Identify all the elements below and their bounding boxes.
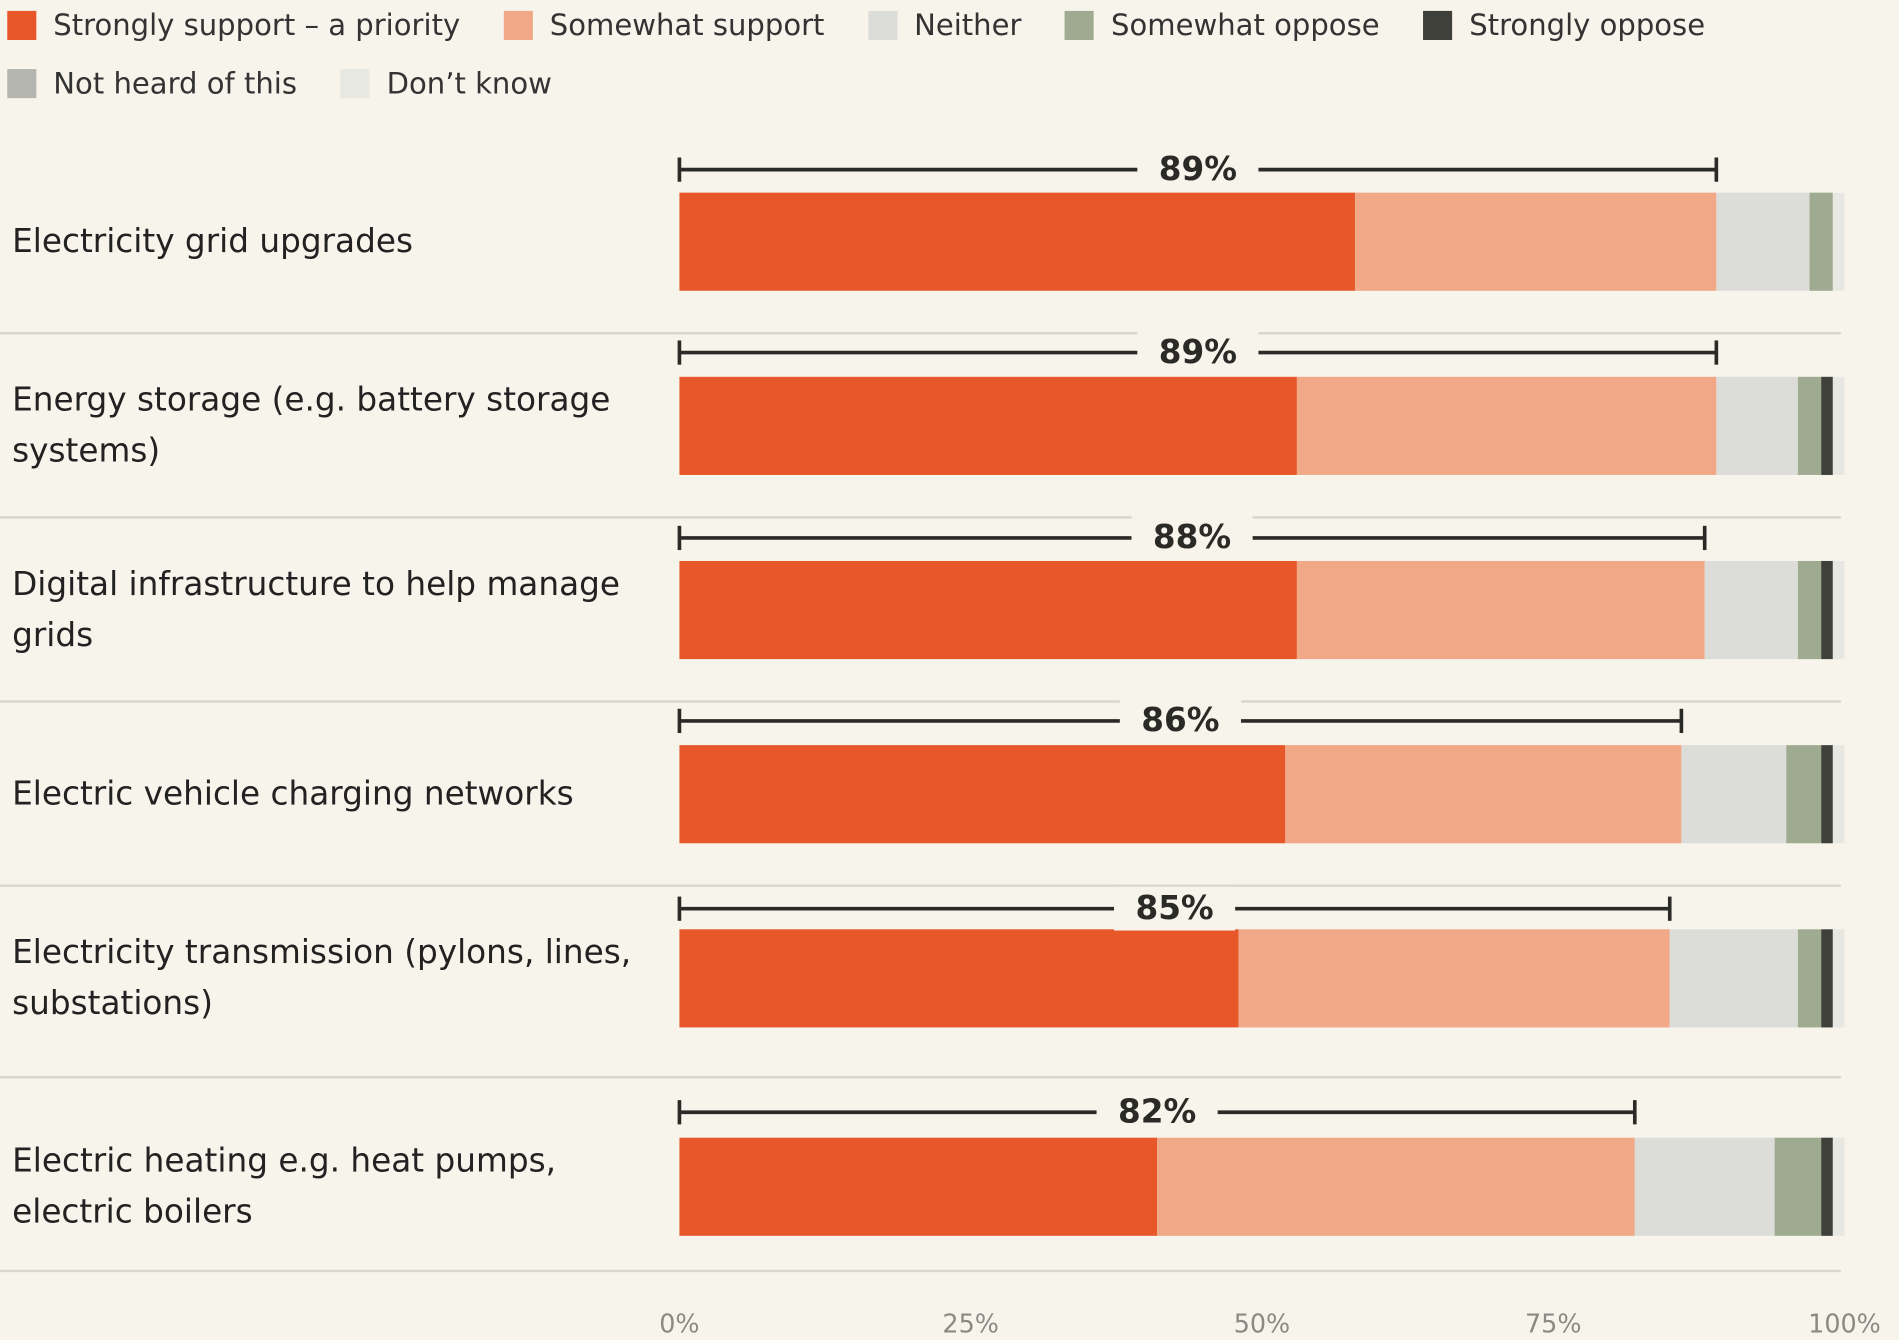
bar-segment bbox=[1809, 192, 1833, 291]
bar-segment bbox=[679, 560, 1297, 660]
label-bg bbox=[1114, 886, 1236, 931]
legend-item: Don’t know bbox=[340, 65, 552, 101]
bar-segment bbox=[1821, 1137, 1833, 1236]
bar-segment bbox=[1832, 376, 1845, 475]
x-tick-label: 75% bbox=[1525, 1308, 1582, 1338]
bar-segment bbox=[1716, 192, 1810, 291]
x-tick-label: 25% bbox=[942, 1308, 999, 1338]
legend-label: Somewhat oppose bbox=[1111, 8, 1380, 43]
bar-segment bbox=[1797, 560, 1822, 660]
category-label: Electricity transmission (pylons, lines,… bbox=[12, 933, 632, 1022]
x-tick-label: 0% bbox=[659, 1308, 699, 1338]
bar-segment bbox=[679, 376, 1297, 475]
bar-segment bbox=[1704, 560, 1798, 660]
total-label: 88% bbox=[1153, 518, 1231, 556]
category-label: Electricity grid upgrades bbox=[12, 222, 414, 260]
x-tick-label: 100% bbox=[1808, 1308, 1881, 1338]
bar-segment bbox=[1634, 1137, 1775, 1236]
bar-segment bbox=[1832, 560, 1845, 660]
legend-label: Strongly support – a priority bbox=[53, 8, 461, 43]
bar-segment bbox=[679, 929, 1239, 1028]
bar-segment bbox=[1821, 376, 1833, 475]
total-label: 86% bbox=[1141, 701, 1219, 739]
bar-segment bbox=[1285, 745, 1682, 844]
bar-segment bbox=[1797, 929, 1822, 1028]
legend-swatch bbox=[868, 10, 898, 40]
bar-segment bbox=[1669, 929, 1798, 1028]
x-tick-label: 50% bbox=[1234, 1308, 1291, 1338]
bar-segment bbox=[1157, 1137, 1635, 1236]
legend-label: Strongly oppose bbox=[1469, 8, 1706, 43]
label-bg bbox=[1137, 330, 1259, 375]
bar-segment bbox=[1797, 376, 1822, 475]
total-label: 82% bbox=[1118, 1092, 1196, 1130]
label-bg bbox=[1131, 516, 1253, 560]
category-label: Energy storage (e.g. battery storage sys… bbox=[12, 381, 611, 470]
bar-segment bbox=[1238, 929, 1670, 1028]
bar-segment bbox=[1296, 560, 1705, 660]
legend-item: Strongly oppose bbox=[1423, 7, 1705, 43]
bar-segment bbox=[1355, 192, 1717, 291]
total-label: 85% bbox=[1135, 889, 1213, 927]
bar-segment bbox=[1821, 929, 1833, 1028]
bar-segment bbox=[1821, 745, 1833, 844]
bar-segment bbox=[1832, 929, 1845, 1028]
legend-label: Don’t know bbox=[386, 66, 552, 101]
bar-segment bbox=[679, 192, 1356, 291]
legend-swatch bbox=[1065, 10, 1095, 40]
legend-swatch bbox=[503, 10, 533, 40]
bar-segment bbox=[1821, 560, 1833, 660]
bar-segment bbox=[1774, 1137, 1822, 1236]
total-label: 89% bbox=[1159, 150, 1237, 188]
total-label: 89% bbox=[1159, 333, 1237, 371]
bar-segment bbox=[679, 745, 1286, 844]
legend-label: Neither bbox=[914, 8, 1022, 43]
bar-segment bbox=[1681, 745, 1787, 844]
legend-item: Not heard of this bbox=[7, 65, 297, 101]
category-label: Electric vehicle charging networks bbox=[12, 774, 574, 813]
legend-swatch bbox=[1423, 10, 1453, 40]
category-label: Digital infrastructure to help manage gr… bbox=[12, 565, 620, 654]
bar-segment bbox=[1832, 192, 1845, 291]
legend-label: Not heard of this bbox=[53, 66, 298, 101]
bar-segment bbox=[1832, 1137, 1845, 1236]
bar-segment bbox=[1296, 376, 1717, 475]
legend: Strongly support – a priority Somewhat su… bbox=[7, 7, 1824, 102]
label-bg bbox=[1096, 1090, 1218, 1135]
legend-item: Strongly support – a priority bbox=[7, 7, 460, 43]
bar-segment bbox=[679, 1137, 1158, 1236]
legend-swatch bbox=[340, 69, 370, 99]
label-bg bbox=[1119, 699, 1241, 743]
label-bg bbox=[1137, 147, 1259, 192]
legend-swatch bbox=[7, 10, 37, 40]
bar-segment bbox=[1832, 745, 1845, 844]
bar-segment bbox=[1716, 376, 1798, 475]
legend-item: Somewhat oppose bbox=[1065, 7, 1380, 43]
legend-item: Somewhat support bbox=[503, 7, 825, 43]
category-label: Electric heating e.g. heat pumps, electr… bbox=[12, 1141, 557, 1231]
legend-item: Neither bbox=[868, 7, 1021, 43]
legend-label: Somewhat support bbox=[549, 8, 825, 43]
bar-segment bbox=[1786, 745, 1822, 844]
legend-swatch bbox=[7, 69, 37, 99]
